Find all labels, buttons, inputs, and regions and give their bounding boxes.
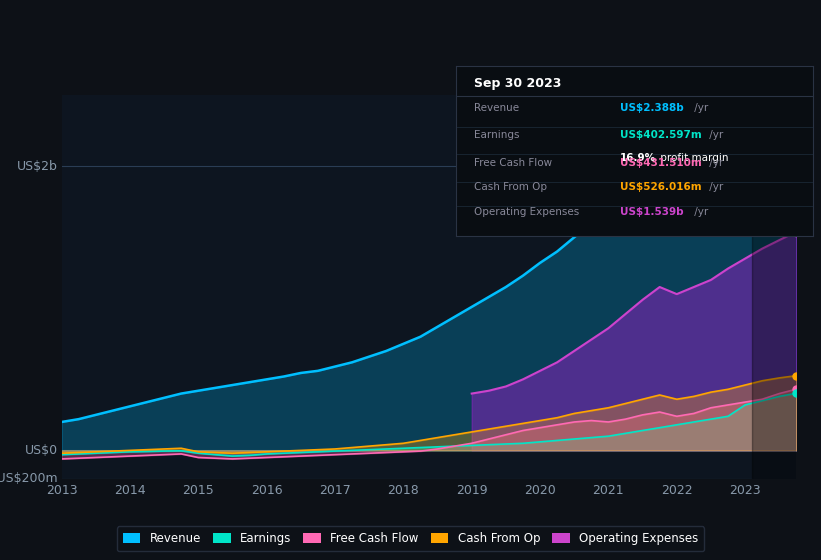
Text: Revenue: Revenue [474,103,519,113]
Text: 16.9%: 16.9% [620,153,656,162]
Text: US$0: US$0 [25,444,58,457]
Text: US$1.539b: US$1.539b [620,207,684,217]
Text: /yr: /yr [690,103,708,113]
Text: -US$200m: -US$200m [0,472,58,486]
Text: profit margin: profit margin [658,153,729,162]
Text: /yr: /yr [690,207,708,217]
Text: Sep 30 2023: Sep 30 2023 [474,77,561,91]
Text: Earnings: Earnings [474,130,519,141]
Text: /yr: /yr [706,130,723,141]
Legend: Revenue, Earnings, Free Cash Flow, Cash From Op, Operating Expenses: Revenue, Earnings, Free Cash Flow, Cash … [117,526,704,551]
Text: Free Cash Flow: Free Cash Flow [474,158,552,168]
Text: US$526.016m: US$526.016m [620,181,702,192]
Text: US$431.510m: US$431.510m [620,158,702,168]
Text: US$402.597m: US$402.597m [620,130,702,141]
Text: /yr: /yr [706,158,723,168]
Text: Operating Expenses: Operating Expenses [474,207,579,217]
Text: US$2.388b: US$2.388b [620,103,684,113]
Text: US$2b: US$2b [17,160,58,172]
Bar [752,95,800,479]
Text: Cash From Op: Cash From Op [474,181,547,192]
Text: /yr: /yr [706,181,723,192]
